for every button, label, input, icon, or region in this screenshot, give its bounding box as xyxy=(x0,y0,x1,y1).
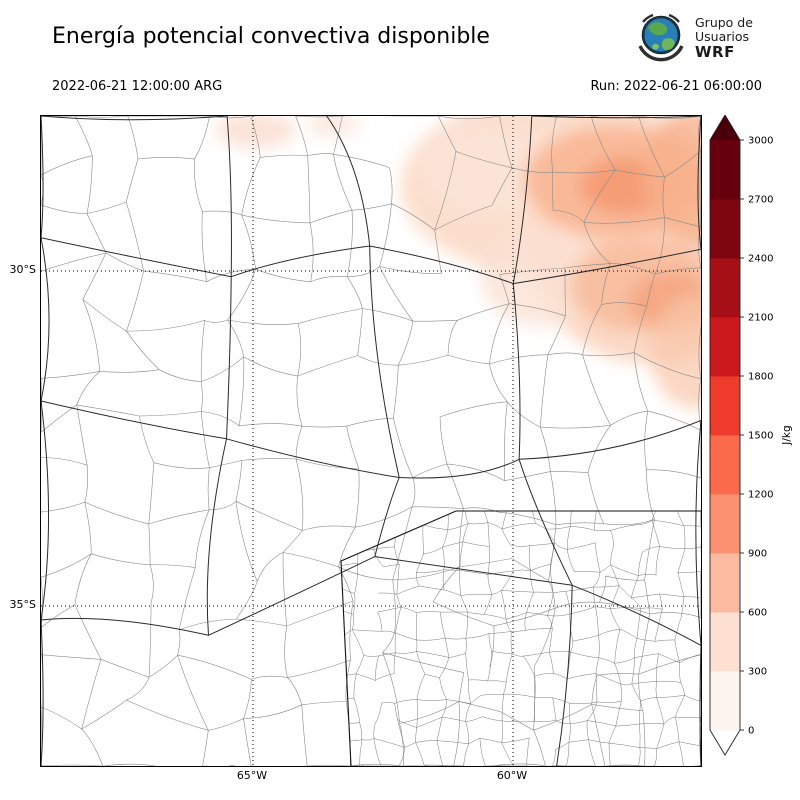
lon-tick-label: 65°W xyxy=(236,769,268,782)
lat-tick-label: 35°S xyxy=(9,598,36,611)
colorbar-tick-label: 1500 xyxy=(748,431,773,442)
page-title: Energía potencial convectiva disponible xyxy=(52,24,490,49)
logo-line-2: Usuarios xyxy=(695,28,750,44)
colorbar-tick-label: 300 xyxy=(748,667,767,678)
colorbar-tick-label: 1800 xyxy=(748,372,773,383)
colorbar-tick-label: 0 xyxy=(748,726,754,737)
cape-map xyxy=(41,116,701,766)
colorbar-unit-label: J/kg xyxy=(781,425,793,445)
colorbar-tick-label: 600 xyxy=(748,608,767,619)
colorbar: 0 300 600 900 1200 1500 1800 2100 2400 2700 3000 J/… xyxy=(709,115,793,756)
colorbar-tick-label: 2400 xyxy=(748,254,773,265)
wrf-logo: Grupo de Usuarios WRF xyxy=(634,10,753,66)
run-time-label: Run: 2022-06-21 06:00:00 xyxy=(590,79,762,94)
valid-time-label: 2022-06-21 12:00:00 ARG xyxy=(52,79,223,94)
map-panel xyxy=(40,115,702,767)
colorbar-tick-label: 2100 xyxy=(748,313,773,324)
wrf-logo-text: Grupo de Usuarios WRF xyxy=(695,14,753,61)
colorbar-tick-label: 2700 xyxy=(748,195,773,206)
logo-line-3: WRF xyxy=(695,42,735,61)
colorbar-tick-label: 3000 xyxy=(748,136,773,147)
colorbar-tick-label: 900 xyxy=(748,549,767,560)
lon-tick-label: 60°W xyxy=(496,769,528,782)
wrf-globe-icon xyxy=(638,13,684,62)
lat-tick-label: 30°S xyxy=(9,263,36,276)
colorbar-tick-label: 1200 xyxy=(748,490,773,501)
time-bar: 2022-06-21 12:00:00 ARG Run: 2022-06-21 … xyxy=(52,79,762,94)
logo-line-1: Grupo de xyxy=(695,14,753,30)
